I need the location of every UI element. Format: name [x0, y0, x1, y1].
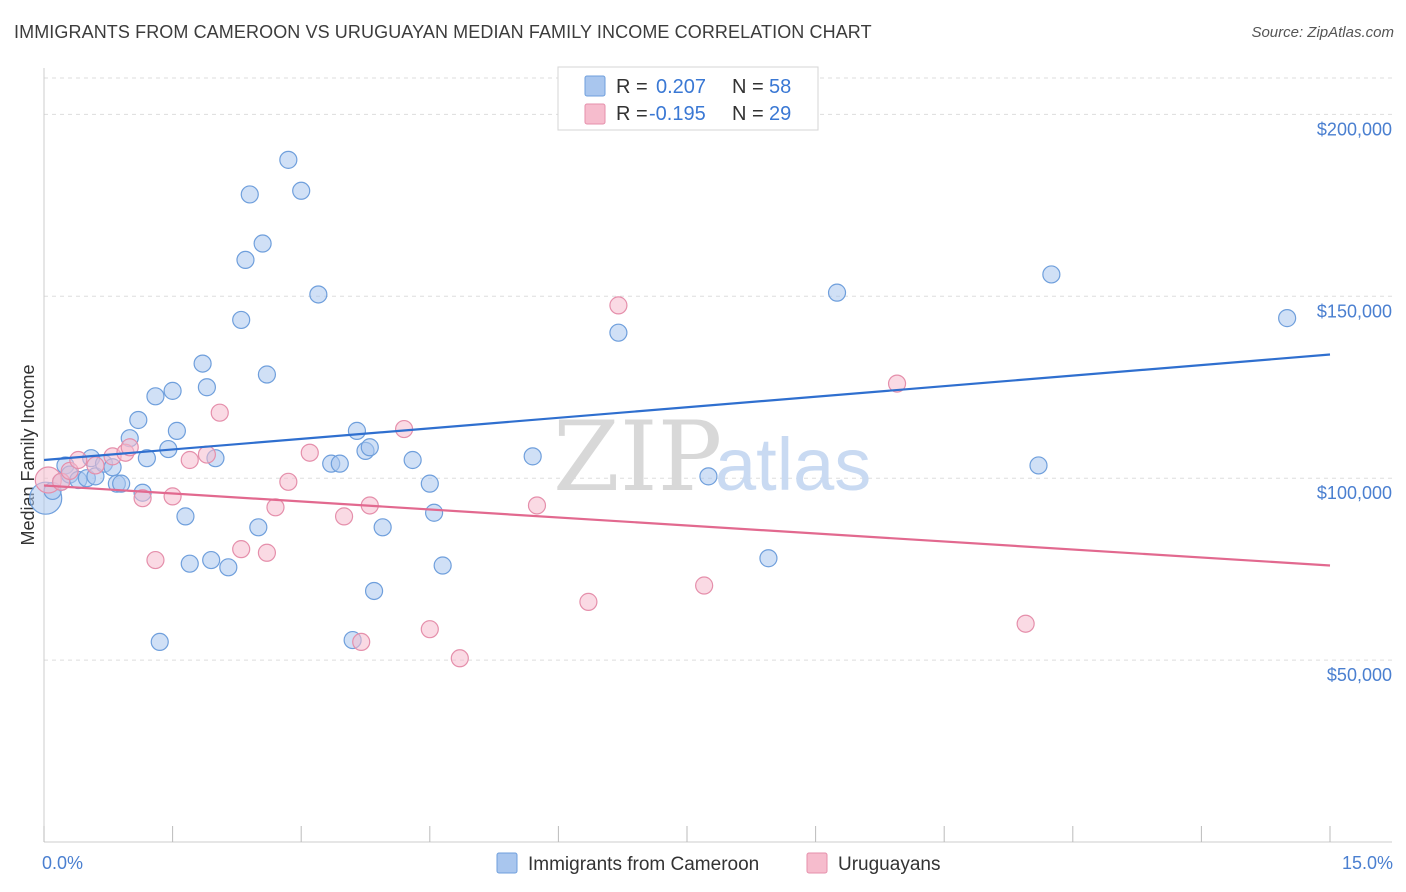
point-cameroon [609, 323, 628, 342]
point-cameroon [330, 454, 349, 473]
legend-r-value-2: -0.195 [649, 103, 706, 125]
legend-n-label-1: N = [732, 76, 764, 98]
correlation-legend: R = 0.207 N = 58 R = -0.195 N = 29 [557, 66, 819, 131]
point-cameroon [424, 503, 444, 522]
point-uruguayans [197, 445, 216, 464]
point-cameroon [197, 378, 216, 397]
point-uruguayans [420, 620, 439, 639]
point-cameroon [232, 310, 251, 330]
point-cameroon [360, 438, 379, 457]
gridlines [44, 77, 1392, 661]
point-cameroon [1042, 265, 1061, 284]
point-cameroon [249, 518, 268, 537]
point-uruguayans [527, 496, 547, 515]
point-cameroon [129, 410, 148, 430]
point-cameroon [279, 150, 298, 169]
point-uruguayans [609, 296, 628, 315]
point-cameroon [146, 387, 165, 406]
point-cameroon [193, 354, 212, 373]
point-uruguayans [334, 507, 354, 526]
point-uruguayans [86, 456, 105, 475]
point-cameroon [1278, 309, 1297, 328]
point-cameroon [347, 421, 367, 440]
y-tick-label: $50,000 [1327, 665, 1392, 685]
trend-lines [43, 353, 1331, 567]
y-tick-label: $200,000 [1317, 119, 1392, 139]
point-cameroon [1029, 456, 1048, 475]
point-cameroon [163, 381, 182, 400]
point-cameroon [236, 250, 255, 270]
point-cameroon [364, 581, 384, 601]
y-axis-labels: $50,000 $100,000 $150,000 $200,000 [1317, 119, 1392, 685]
point-uruguayans [352, 632, 371, 652]
point-uruguayans [232, 540, 251, 559]
legend-n-value-2: 29 [769, 103, 791, 125]
legend-swatch-uruguayans [584, 103, 606, 125]
point-cameroon [699, 467, 718, 486]
point-uruguayans [257, 543, 277, 562]
point-uruguayans [69, 450, 88, 470]
point-cameroon [150, 632, 169, 652]
point-cameroon [433, 556, 452, 575]
y-tick-label: $100,000 [1317, 483, 1392, 503]
point-uruguayans [695, 576, 714, 595]
legend-r-label-2: R = [616, 103, 648, 125]
watermark: ZIP atlas [553, 401, 871, 513]
point-cameroon [309, 285, 328, 304]
x-tick-label: 15.0% [1342, 853, 1393, 873]
point-cameroon [112, 474, 131, 493]
point-cameroon [219, 558, 238, 577]
bottom-legend-swatch-cameroon [496, 852, 518, 874]
point-uruguayans [300, 443, 319, 462]
watermark-atlas: atlas [715, 423, 871, 506]
point-uruguayans [279, 472, 298, 491]
bottom-legend-label-uruguayans: Uruguayans [838, 854, 940, 875]
point-cameroon [257, 365, 277, 384]
watermark-zip: ZIP [553, 401, 722, 513]
point-cameroon [176, 507, 195, 526]
legend-r-label-1: R = [616, 76, 648, 98]
bottom-legend-label-cameroon: Immigrants from Cameroon [528, 854, 759, 875]
series-legend: Immigrants from Cameroon Uruguayans [496, 852, 940, 875]
point-cameroon [137, 449, 156, 468]
series-uruguayans-points [34, 296, 1035, 668]
bottom-legend-swatch-uruguayans [806, 852, 828, 874]
point-uruguayans [133, 489, 152, 508]
point-uruguayans [1016, 614, 1035, 633]
point-uruguayans [146, 550, 165, 570]
point-cameroon [167, 421, 186, 440]
point-uruguayans [450, 649, 469, 668]
point-cameroon [420, 474, 439, 493]
y-tick-label: $150,000 [1317, 301, 1392, 321]
point-cameroon [292, 181, 311, 200]
point-uruguayans [887, 374, 907, 393]
trend-line-uruguayans [43, 484, 1331, 567]
x-axis-labels: 0.0% 15.0% [42, 853, 1393, 873]
x-tick-label: 0.0% [42, 853, 83, 873]
point-cameroon [373, 518, 392, 537]
legend-r-value-1: 0.207 [656, 76, 706, 98]
legend-n-value-1: 58 [769, 76, 791, 98]
point-cameroon [827, 283, 847, 302]
point-uruguayans [163, 487, 182, 506]
point-uruguayans [210, 403, 229, 422]
y-axis-title: Median Family Income [18, 364, 38, 545]
chart-title: IMMIGRANTS FROM CAMEROON VS URUGUAYAN ME… [14, 22, 872, 42]
axes [43, 68, 1392, 843]
trend-line-cameroon [43, 353, 1331, 462]
point-cameroon [253, 234, 272, 253]
source-credit: Source: ZipAtlas.com [1251, 24, 1394, 41]
point-cameroon [202, 550, 221, 570]
point-uruguayans [180, 450, 199, 470]
legend-n-label-2: N = [732, 103, 764, 125]
point-cameroon [523, 447, 542, 466]
point-cameroon [240, 185, 259, 204]
point-cameroon [180, 554, 199, 573]
legend-swatch-cameroon [584, 75, 606, 97]
point-cameroon [403, 450, 422, 470]
point-cameroon [759, 549, 778, 568]
point-uruguayans [579, 592, 598, 611]
